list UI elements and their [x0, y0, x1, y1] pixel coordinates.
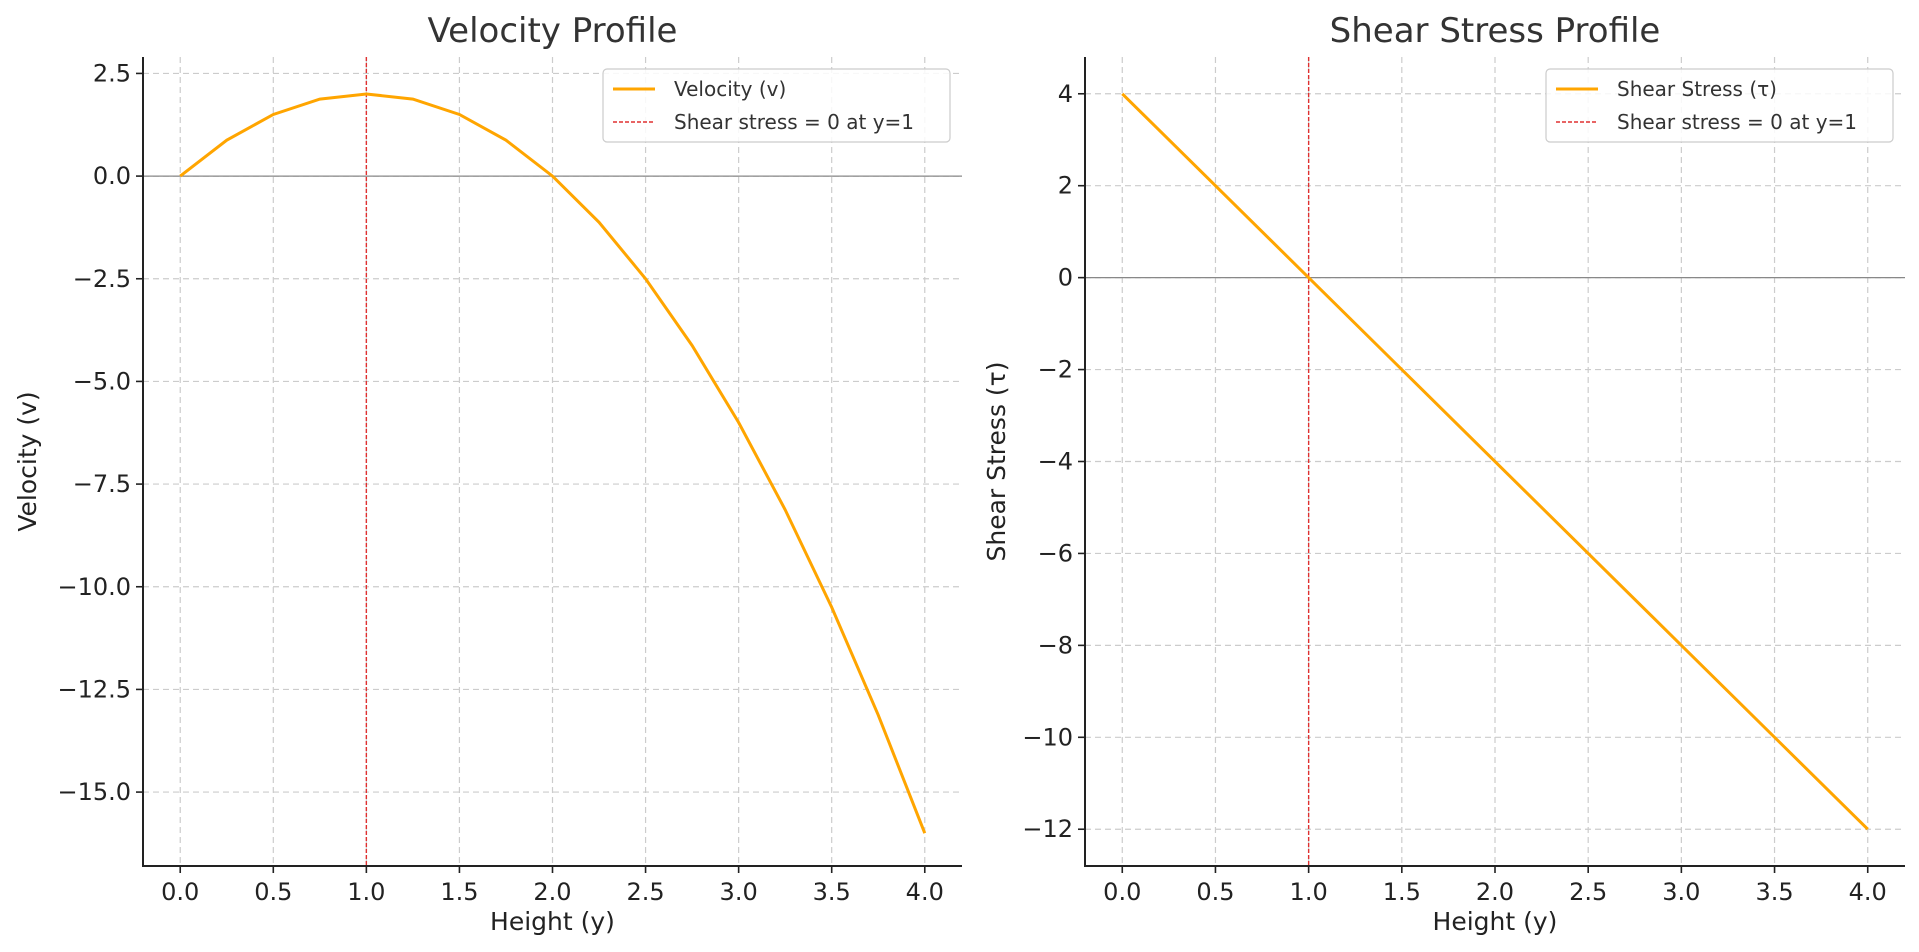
x-tick-label: 3.5	[813, 878, 851, 906]
y-tick-label: −8	[1038, 631, 1073, 659]
chart-panel-2: 0.0 0.5 1.0 1.5 2.0 2.5 3.0 3.5 4.0 4 2 0 −2 −4 −6 −8 −1…	[982, 11, 1905, 936]
y-tick-label: −15.0	[57, 778, 131, 806]
x-tick-label: 2.5	[1569, 878, 1607, 906]
x-tick-label: 0.5	[1196, 878, 1234, 906]
x-tick-label: 0.0	[161, 878, 199, 906]
x-tick-label: 1.0	[347, 878, 385, 906]
chart-panel-1: 0.0 0.5 1.0 1.5 2.0 2.5 3.0 3.5 4.0 2.5 0.0 −2.5 −5.…	[13, 11, 962, 936]
y-axis-label: Shear Stress (τ)	[982, 362, 1011, 562]
legend-box	[602, 68, 951, 143]
y-tick-label: 2.5	[93, 59, 131, 87]
series-line	[179, 92, 927, 834]
y-tick-label: −2	[1038, 356, 1073, 384]
x-tick-label: 1.0	[1290, 878, 1328, 906]
x-tick-label: 0.0	[1103, 878, 1141, 906]
y-tick-label: −10.0	[57, 573, 131, 601]
legend-reference-label: Shear stress = 0 at y=1	[1617, 110, 1857, 134]
chart-title: Shear Stress Profile	[1330, 11, 1661, 51]
x-tick-label: 2.0	[533, 878, 571, 906]
x-tick-label: 3.0	[1662, 878, 1700, 906]
y-tick-label: −4	[1038, 448, 1073, 476]
x-tick-label: 4.0	[906, 878, 944, 906]
x-tick-label: 2.5	[626, 878, 664, 906]
legend: Velocity (v) Shear stress = 0 at y=1	[602, 68, 951, 143]
y-tick-label: 0.0	[93, 162, 131, 190]
x-axis-label: Height (y)	[1433, 907, 1558, 936]
legend-series-label: Shear Stress (τ)	[1617, 77, 1777, 101]
x-tick-label: 2.0	[1476, 878, 1514, 906]
y-tick-label: 2	[1058, 172, 1073, 200]
x-tick-label: 1.5	[1383, 878, 1421, 906]
x-tick-label: 0.5	[254, 878, 292, 906]
chart-title: Velocity Profile	[428, 11, 678, 51]
x-tick-label: 4.0	[1849, 878, 1887, 906]
y-tick-label: 4	[1058, 80, 1073, 108]
series-line	[1121, 92, 1869, 831]
y-tick-label: −10	[1022, 723, 1073, 751]
axes-spine	[142, 57, 962, 867]
y-tick-label: −7.5	[73, 470, 131, 498]
legend-box	[1545, 68, 1894, 143]
x-axis-label: Height (y)	[490, 907, 615, 936]
y-tick-label: 0	[1058, 264, 1073, 292]
y-tick-label: −2.5	[73, 265, 131, 293]
legend-reference-label: Shear stress = 0 at y=1	[674, 110, 914, 134]
axes-spine	[1084, 57, 1905, 867]
x-tick-label: 1.5	[440, 878, 478, 906]
y-tick-label: −6	[1038, 539, 1073, 567]
y-tick-label: −12.5	[57, 675, 131, 703]
legend-series-label: Velocity (v)	[674, 77, 786, 101]
legend: Shear Stress (τ) Shear stress = 0 at y=1	[1545, 68, 1894, 143]
x-tick-label: 3.0	[720, 878, 758, 906]
y-tick-label: −5.0	[73, 367, 131, 395]
x-tick-label: 3.5	[1755, 878, 1793, 906]
y-axis-label: Velocity (v)	[13, 391, 42, 531]
y-tick-label: −12	[1022, 815, 1073, 843]
